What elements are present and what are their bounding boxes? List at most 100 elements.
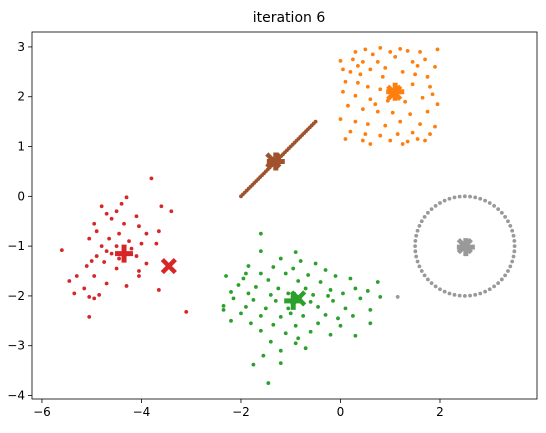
data-point-cluster-1 [400, 142, 405, 146]
centroid-plus-marker-2 [284, 291, 303, 310]
data-point-cluster-4 [433, 203, 438, 208]
data-point-cluster-4 [413, 244, 417, 249]
data-point-cluster-1 [423, 138, 427, 143]
data-point-cluster-2 [296, 279, 301, 283]
data-point-cluster-2 [246, 264, 251, 268]
data-point-cluster-2 [378, 295, 383, 299]
x-tick-label: −6 [33, 405, 51, 419]
data-point-cluster-2 [308, 300, 313, 304]
x-tick-label: 2 [436, 405, 444, 419]
data-point-cluster-4 [496, 281, 501, 286]
data-point-cluster-4 [413, 249, 418, 254]
data-point-cluster-2 [224, 274, 228, 278]
y-tick-label: −1 [7, 239, 25, 253]
data-point-cluster-0 [104, 281, 109, 286]
data-point-cluster-1 [408, 112, 413, 117]
data-point-cluster-4 [508, 264, 513, 269]
data-point-cluster-2 [288, 311, 293, 316]
data-point-cluster-0 [117, 231, 121, 236]
data-point-cluster-0 [137, 269, 141, 273]
data-point-cluster-1 [353, 93, 358, 98]
data-point-cluster-2 [229, 290, 233, 294]
data-point-cluster-2 [276, 286, 281, 291]
data-point-cluster-4 [414, 233, 419, 238]
data-point-cluster-0 [156, 288, 161, 292]
data-point-cluster-2 [244, 271, 248, 276]
data-point-cluster-2 [241, 276, 246, 281]
data-point-cluster-1 [363, 132, 368, 136]
x-axis-ticks: −6 −4 −2 0 2 [33, 399, 444, 419]
data-point-cluster-0 [122, 221, 126, 226]
data-point-cluster-1 [370, 52, 375, 57]
data-point-cluster-4 [417, 223, 422, 228]
data-point-cluster-0 [82, 286, 87, 291]
data-point-cluster-1 [383, 123, 388, 128]
data-point-cluster-0 [144, 231, 149, 236]
data-point-cluster-1 [415, 63, 420, 68]
y-tick-label: 3 [17, 40, 25, 54]
data-point-cluster-2 [353, 286, 358, 291]
data-point-cluster-0 [107, 236, 112, 241]
data-point-cluster-1 [346, 103, 350, 108]
y-tick-label: −4 [7, 389, 25, 403]
data-point-cluster-0 [87, 295, 92, 299]
data-point-cluster-0 [129, 246, 134, 251]
data-point-cluster-4 [422, 273, 427, 278]
data-point-cluster-1 [380, 74, 385, 79]
data-point-cluster-4 [452, 195, 457, 200]
data-point-cluster-2 [239, 311, 243, 316]
data-point-cluster-1 [398, 119, 403, 124]
data-point-cluster-4 [512, 239, 517, 243]
data-point-cluster-2 [249, 321, 253, 326]
data-point-cluster-1 [343, 137, 348, 141]
data-point-cluster-2 [221, 307, 226, 312]
data-point-cluster-2 [244, 304, 248, 309]
y-tick-label: 1 [17, 140, 25, 154]
data-point-cluster-1 [395, 132, 400, 136]
data-point-cluster-2 [266, 278, 271, 282]
data-point-cluster-1 [348, 69, 353, 74]
data-point-cluster-4 [414, 254, 419, 259]
data-point-cluster-0 [97, 293, 102, 297]
data-point-cluster-4 [438, 201, 442, 205]
data-point-cluster-2 [286, 306, 291, 311]
data-point-cluster-1 [383, 65, 388, 70]
data-point-cluster-4 [483, 289, 487, 294]
data-point-cluster-2 [336, 316, 340, 321]
data-point-cluster-1 [405, 139, 410, 144]
data-point-cluster-0 [137, 274, 141, 278]
y-tick-label: 0 [17, 189, 25, 203]
data-point-cluster-0 [134, 214, 139, 219]
data-point-cluster-1 [418, 122, 422, 127]
data-point-cluster-4 [457, 293, 462, 298]
data-point-cluster-2 [258, 249, 263, 254]
data-point-cluster-4 [473, 195, 478, 200]
data-point-cluster-0 [114, 209, 119, 214]
data-point-cluster-0 [139, 241, 144, 246]
data-point-cluster-0 [114, 266, 119, 271]
data-point-cluster-0 [149, 176, 154, 181]
data-point-cluster-4 [478, 291, 483, 296]
data-point-cluster-1 [351, 57, 355, 62]
data-point-cluster-2 [278, 361, 283, 366]
data-point-cluster-4 [483, 198, 487, 203]
data-point-cluster-1 [413, 72, 417, 77]
data-point-cluster-2 [231, 296, 236, 301]
data-point-cluster-2 [251, 362, 256, 367]
data-point-cluster-2 [271, 265, 276, 269]
data-point-cluster-1 [365, 122, 370, 127]
data-point-cluster-4 [417, 264, 422, 269]
data-point-cluster-1 [425, 109, 430, 114]
data-point-cluster-0 [184, 309, 189, 314]
data-point-cluster-2 [273, 299, 278, 303]
data-point-cluster-2 [328, 332, 333, 337]
data-point-cluster-1 [388, 138, 393, 143]
data-point-cluster-0 [99, 244, 104, 249]
data-point-cluster-4 [452, 292, 457, 297]
data-point-cluster-2 [343, 306, 348, 311]
data-point-cluster-4 [442, 198, 447, 203]
data-point-cluster-2 [221, 303, 226, 308]
data-point-cluster-1 [435, 47, 440, 52]
data-point-cluster-2 [353, 333, 358, 338]
data-point-cluster-2 [278, 348, 283, 353]
